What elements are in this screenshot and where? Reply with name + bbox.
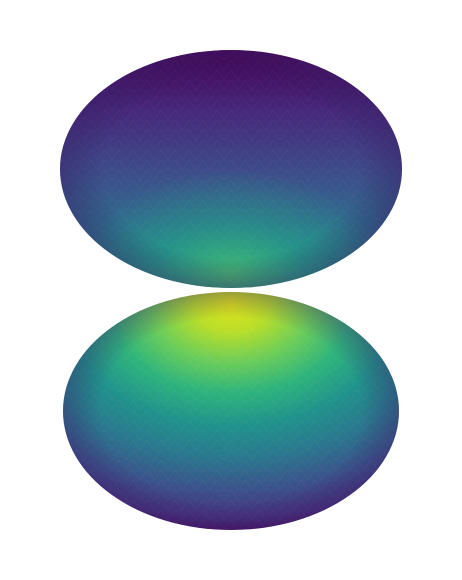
upper-lobe	[60, 50, 402, 288]
lower-lobe	[63, 292, 399, 530]
